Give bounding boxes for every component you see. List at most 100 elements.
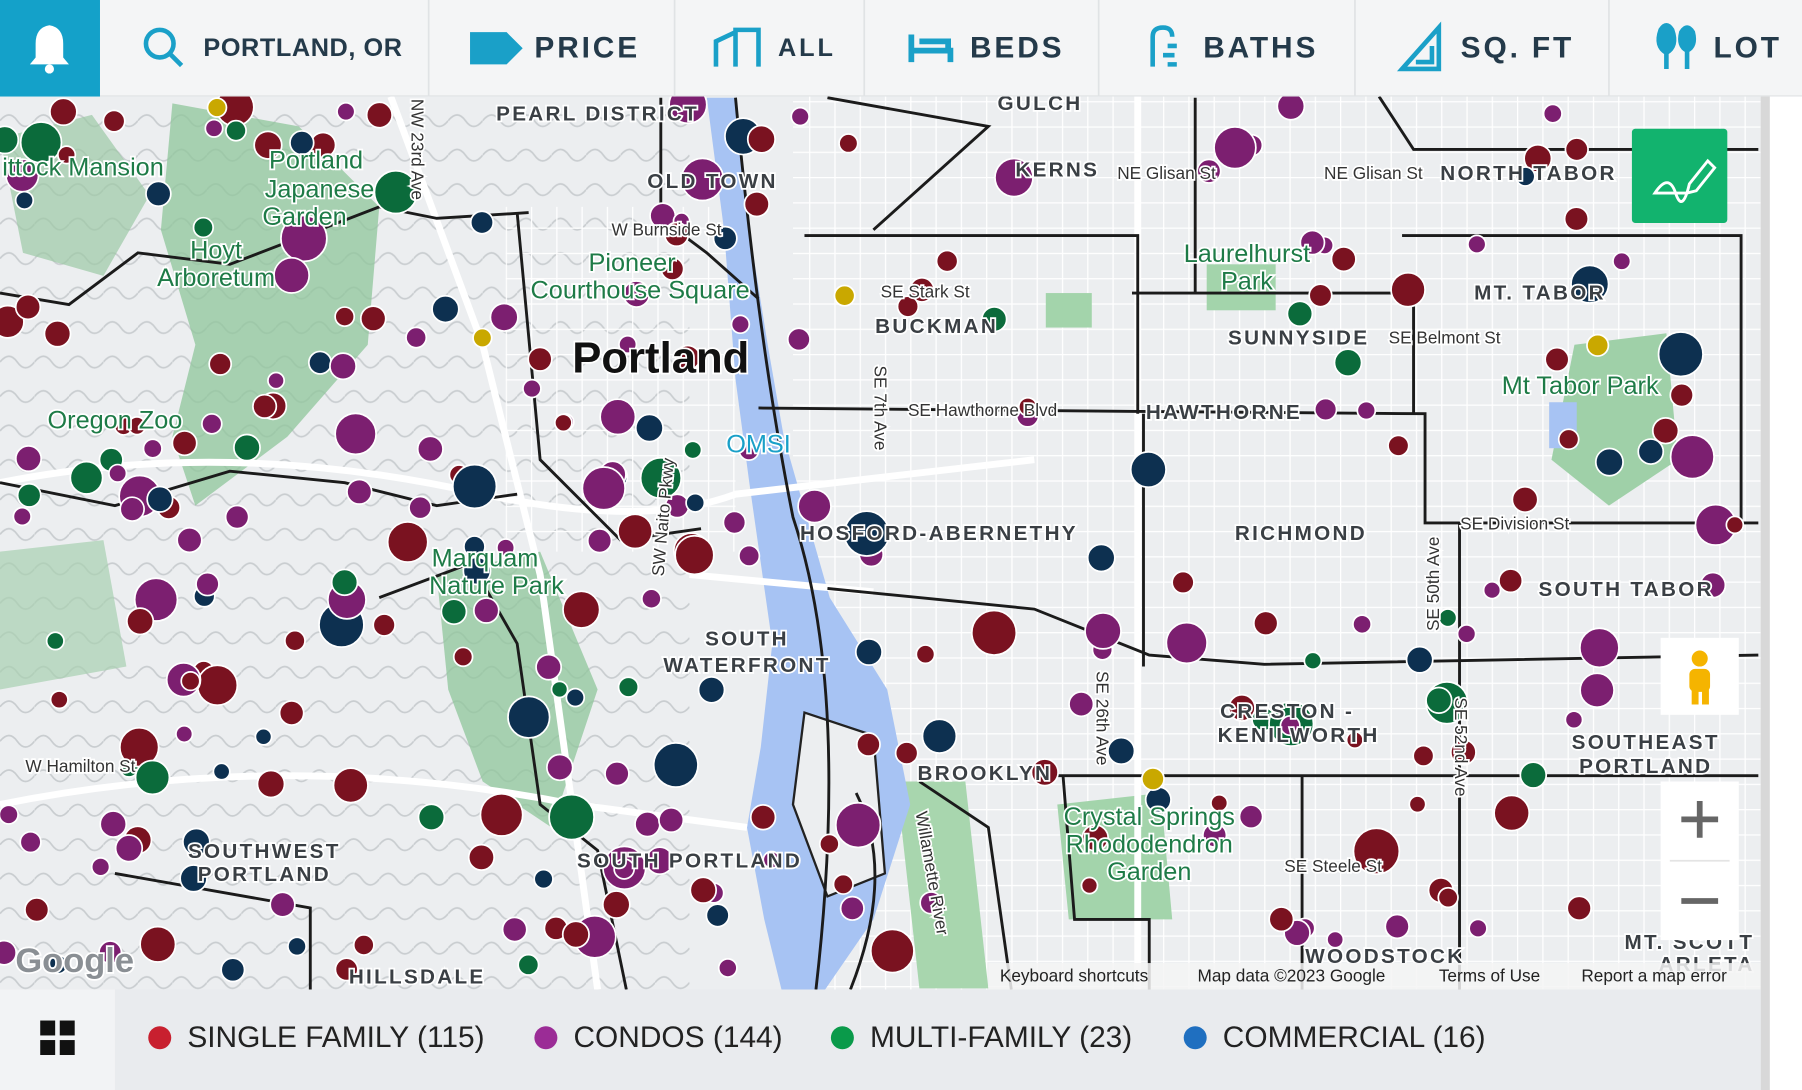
- listing-marker[interactable]: [1326, 930, 1345, 949]
- listing-marker[interactable]: [1202, 822, 1228, 848]
- listing-marker[interactable]: [102, 109, 126, 133]
- listing-marker[interactable]: [175, 724, 194, 744]
- listing-marker[interactable]: [1303, 651, 1323, 671]
- listing-marker[interactable]: [14, 190, 35, 211]
- listing-marker[interactable]: [440, 598, 468, 626]
- listing-marker[interactable]: [617, 513, 654, 550]
- listing-marker[interactable]: [1352, 827, 1401, 876]
- listing-marker[interactable]: [1519, 761, 1548, 789]
- listing-marker[interactable]: [522, 378, 542, 399]
- listing-marker[interactable]: [1165, 621, 1208, 665]
- listing-marker[interactable]: [833, 284, 856, 307]
- listing-marker[interactable]: [1313, 397, 1338, 422]
- listing-marker[interactable]: [1330, 246, 1357, 273]
- listing-marker[interactable]: [336, 101, 356, 122]
- listing-marker[interactable]: [212, 762, 231, 781]
- listing-marker[interactable]: [206, 97, 228, 118]
- listing-marker[interactable]: [1384, 913, 1410, 940]
- listing-marker[interactable]: [1557, 428, 1580, 451]
- listing-marker[interactable]: [1449, 738, 1477, 766]
- listing-marker[interactable]: [330, 568, 359, 597]
- listing-marker[interactable]: [1637, 438, 1665, 465]
- listing-marker[interactable]: [1252, 610, 1279, 637]
- listing-marker[interactable]: [332, 767, 369, 804]
- baths-filter[interactable]: BATHS: [1203, 31, 1318, 64]
- listing-marker[interactable]: [57, 145, 77, 165]
- listing-marker[interactable]: [1387, 434, 1410, 457]
- listing-marker[interactable]: [1586, 333, 1610, 357]
- listing-marker[interactable]: [69, 460, 104, 495]
- listing-marker[interactable]: [19, 121, 63, 164]
- listing-marker[interactable]: [909, 276, 935, 303]
- listing-marker[interactable]: [1356, 400, 1377, 421]
- listing-marker[interactable]: [1238, 804, 1264, 830]
- listing-marker[interactable]: [204, 118, 224, 138]
- listing-marker[interactable]: [334, 957, 359, 982]
- listing-marker[interactable]: [472, 327, 493, 349]
- listing-marker[interactable]: [372, 613, 396, 637]
- listing-marker[interactable]: [289, 130, 315, 156]
- listing-marker[interactable]: [1669, 434, 1715, 480]
- listing-marker[interactable]: [674, 534, 715, 576]
- listing-marker[interactable]: [182, 827, 211, 857]
- listing-marker[interactable]: [1345, 730, 1364, 750]
- listing-marker[interactable]: [1482, 580, 1502, 600]
- listing-marker[interactable]: [134, 759, 171, 796]
- street-view[interactable]: [1660, 637, 1739, 715]
- listing-marker[interactable]: [1725, 515, 1745, 535]
- listing-marker[interactable]: [43, 319, 72, 348]
- map[interactable]: ittock Mansion PortlandJapaneseGardenHoyt…: [0, 84, 1761, 990]
- listing-marker[interactable]: [146, 485, 174, 513]
- listing-marker[interactable]: [1080, 876, 1099, 895]
- listing-marker[interactable]: [224, 504, 250, 530]
- listing-marker[interactable]: [994, 157, 1034, 198]
- listing-marker[interactable]: [307, 350, 333, 375]
- listing-marker[interactable]: [1390, 271, 1426, 308]
- listing-marker[interactable]: [527, 346, 553, 372]
- listing-marker[interactable]: [252, 393, 278, 420]
- keyboard-shortcuts[interactable]: Keyboard shortcuts: [1000, 965, 1148, 985]
- listing-marker[interactable]: [680, 157, 725, 202]
- listing-marker[interactable]: [1425, 686, 1453, 714]
- listing-marker[interactable]: [548, 793, 595, 841]
- legend-label[interactable]: MULTI-FAMILY (23): [870, 1021, 1132, 1054]
- listing-marker[interactable]: [1210, 793, 1229, 813]
- listing-marker[interactable]: [738, 544, 761, 567]
- terms-of-use[interactable]: Terms of Use: [1439, 965, 1540, 985]
- listing-marker[interactable]: [225, 119, 247, 142]
- listing-marker[interactable]: [919, 891, 943, 915]
- listing-marker[interactable]: [48, 954, 69, 975]
- listing-marker[interactable]: [683, 440, 703, 460]
- listing-marker[interactable]: [896, 295, 920, 318]
- listing-marker[interactable]: [16, 482, 42, 508]
- listing-marker[interactable]: [640, 588, 662, 610]
- sqft-filter[interactable]: SQ. FT: [1461, 31, 1575, 64]
- listing-marker[interactable]: [1279, 715, 1301, 737]
- listing-marker[interactable]: [1030, 758, 1059, 787]
- listing-marker[interactable]: [431, 294, 460, 324]
- listing-marker[interactable]: [192, 216, 215, 239]
- listing-marker[interactable]: [1493, 794, 1531, 832]
- listing-marker[interactable]: [1213, 125, 1257, 170]
- listing-marker[interactable]: [634, 810, 661, 838]
- listing-marker[interactable]: [1468, 918, 1488, 939]
- listing-marker[interactable]: [722, 510, 747, 535]
- listing-marker[interactable]: [762, 850, 781, 870]
- legend-label[interactable]: SINGLE FAMILY (115): [187, 1021, 484, 1054]
- listing-marker[interactable]: [1408, 795, 1427, 814]
- listing-marker[interactable]: [604, 760, 630, 787]
- listing-marker[interactable]: [839, 895, 865, 921]
- listing-marker[interactable]: [1412, 744, 1435, 768]
- listing-marker[interactable]: [1544, 346, 1570, 373]
- listing-marker[interactable]: [565, 687, 586, 708]
- zoom-in[interactable]: [1681, 801, 1719, 838]
- listing-marker[interactable]: [599, 398, 637, 436]
- listing-marker[interactable]: [1068, 691, 1095, 718]
- listing-marker[interactable]: [365, 101, 394, 129]
- listing-marker[interactable]: [208, 352, 233, 376]
- listing-marker[interactable]: [352, 934, 375, 956]
- price-filter[interactable]: PRICE: [534, 31, 640, 64]
- listing-marker[interactable]: [462, 556, 492, 586]
- listing-marker[interactable]: [730, 314, 751, 335]
- listing-marker[interactable]: [469, 210, 495, 235]
